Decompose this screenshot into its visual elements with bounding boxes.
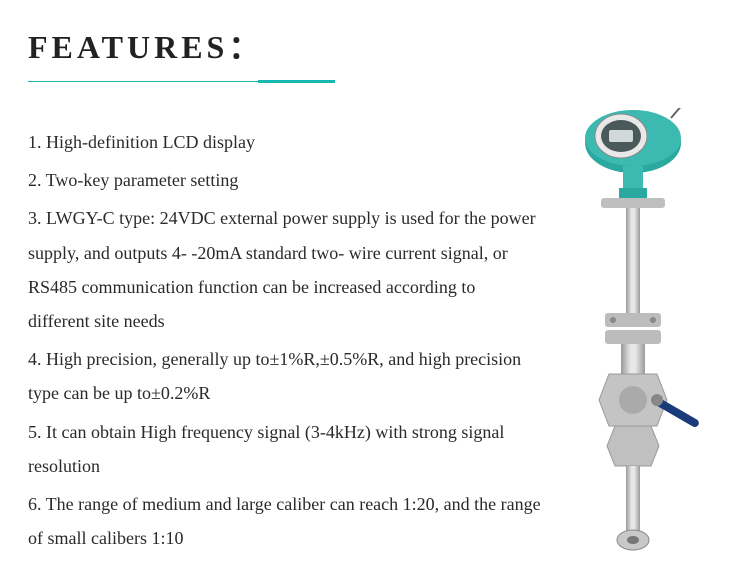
feature-item: 6. The range of medium and large caliber… bbox=[28, 485, 541, 557]
product-image bbox=[541, 108, 711, 557]
feature-item: 2. Two-key parameter setting bbox=[28, 161, 541, 199]
feature-item: 5. It can obtain High frequency signal (… bbox=[28, 413, 541, 485]
feature-item: 3. LWGY-C type: 24VDC external power sup… bbox=[28, 199, 541, 340]
section-title: FEATURES： bbox=[28, 22, 711, 68]
feature-item: 1. High-definition LCD display bbox=[28, 123, 541, 161]
flow-meter-icon bbox=[571, 108, 711, 568]
features-list: 1. High-definition LCD display 2. Two-ke… bbox=[28, 123, 541, 557]
feature-item: 4. High precision, generally up to±1%R,±… bbox=[28, 340, 541, 412]
title-underline bbox=[28, 80, 335, 83]
